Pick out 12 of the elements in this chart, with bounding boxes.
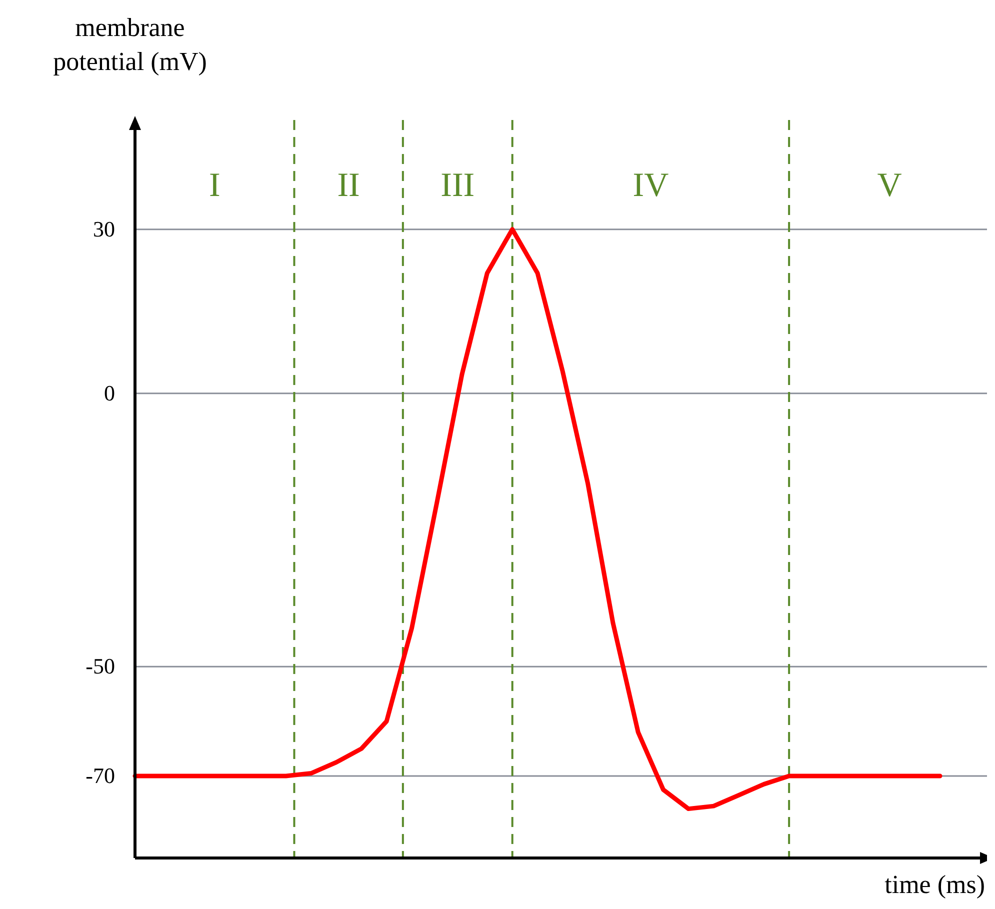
y-tick-label: 30 [93, 216, 115, 242]
annotation: III [440, 167, 475, 204]
y-tick-label: -50 [86, 654, 115, 679]
y-axis-title: membrane potential (mV) [53, 13, 207, 76]
annotation: II [337, 167, 360, 204]
annotation: IV [632, 167, 670, 204]
annotation: I [208, 167, 220, 204]
x-axis-title: time (ms) [884, 870, 985, 899]
y-tick-label: 0 [104, 380, 115, 406]
annotation: V [877, 167, 902, 204]
line-series [132, 227, 942, 812]
y-tick-label: -70 [86, 763, 115, 788]
